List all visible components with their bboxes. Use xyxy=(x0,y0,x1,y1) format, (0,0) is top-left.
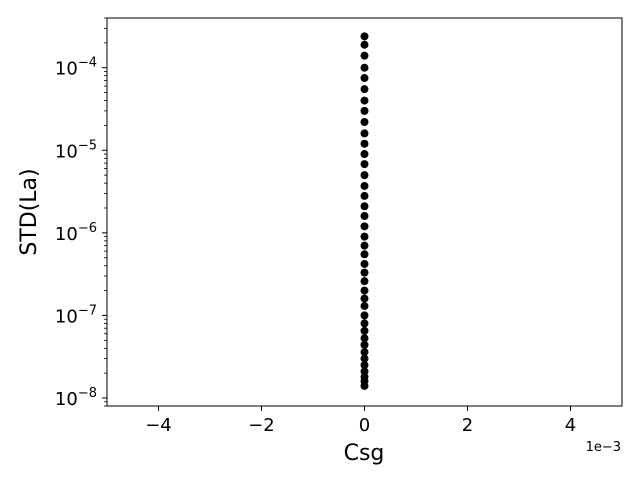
y-axis-label: STD(La) xyxy=(17,168,42,255)
data-point xyxy=(360,268,369,277)
data-point xyxy=(360,334,369,343)
data-point xyxy=(360,63,369,72)
y-tick-label: 10−5 xyxy=(55,138,97,162)
x-tick-label: −4 xyxy=(145,415,172,436)
x-axis-ticks: −4 −2 0 2 4 xyxy=(145,406,576,436)
data-point xyxy=(360,250,369,259)
x-tick-label: 2 xyxy=(462,415,473,436)
data-point xyxy=(360,259,369,268)
data-point xyxy=(360,241,369,250)
data-point xyxy=(360,51,369,60)
data-point xyxy=(360,106,369,115)
data-point xyxy=(360,181,369,190)
data-point xyxy=(360,171,369,180)
data-point xyxy=(360,232,369,241)
data-point xyxy=(360,277,369,286)
data-point xyxy=(360,85,369,94)
x-axis-label: Csg xyxy=(344,441,385,466)
data-point xyxy=(360,202,369,211)
x-tick-label: −2 xyxy=(248,415,275,436)
data-point xyxy=(360,139,369,148)
data-point xyxy=(360,319,369,328)
data-point xyxy=(360,32,369,41)
data-points xyxy=(360,32,369,390)
data-point xyxy=(360,348,369,357)
data-point xyxy=(360,129,369,138)
y-tick-label: 10−4 xyxy=(55,56,97,80)
y-tick-label: 10−7 xyxy=(55,303,97,327)
data-point xyxy=(360,294,369,303)
data-point xyxy=(360,96,369,105)
y-tick-label: 10−8 xyxy=(55,386,97,410)
data-point xyxy=(360,286,369,295)
y-tick-label: 10−6 xyxy=(55,221,97,245)
data-point xyxy=(360,191,369,200)
data-point xyxy=(360,118,369,127)
data-point xyxy=(360,222,369,231)
x-tick-label: 0 xyxy=(359,415,370,436)
data-point xyxy=(360,311,369,320)
data-point xyxy=(360,150,369,159)
data-point xyxy=(360,74,369,83)
x-offset-label: 1e−3 xyxy=(586,440,621,455)
y-axis-ticks: 10−8 10−7 10−6 10−5 10−4 xyxy=(55,17,107,410)
data-point xyxy=(360,354,369,363)
data-point xyxy=(360,340,369,349)
data-point xyxy=(360,40,369,49)
x-tick-label: 4 xyxy=(565,415,576,436)
data-point xyxy=(360,212,369,221)
data-point xyxy=(360,160,369,169)
data-point xyxy=(360,361,369,370)
data-point xyxy=(360,372,369,381)
data-point xyxy=(360,326,369,335)
data-point xyxy=(360,302,369,311)
data-point xyxy=(360,367,369,376)
